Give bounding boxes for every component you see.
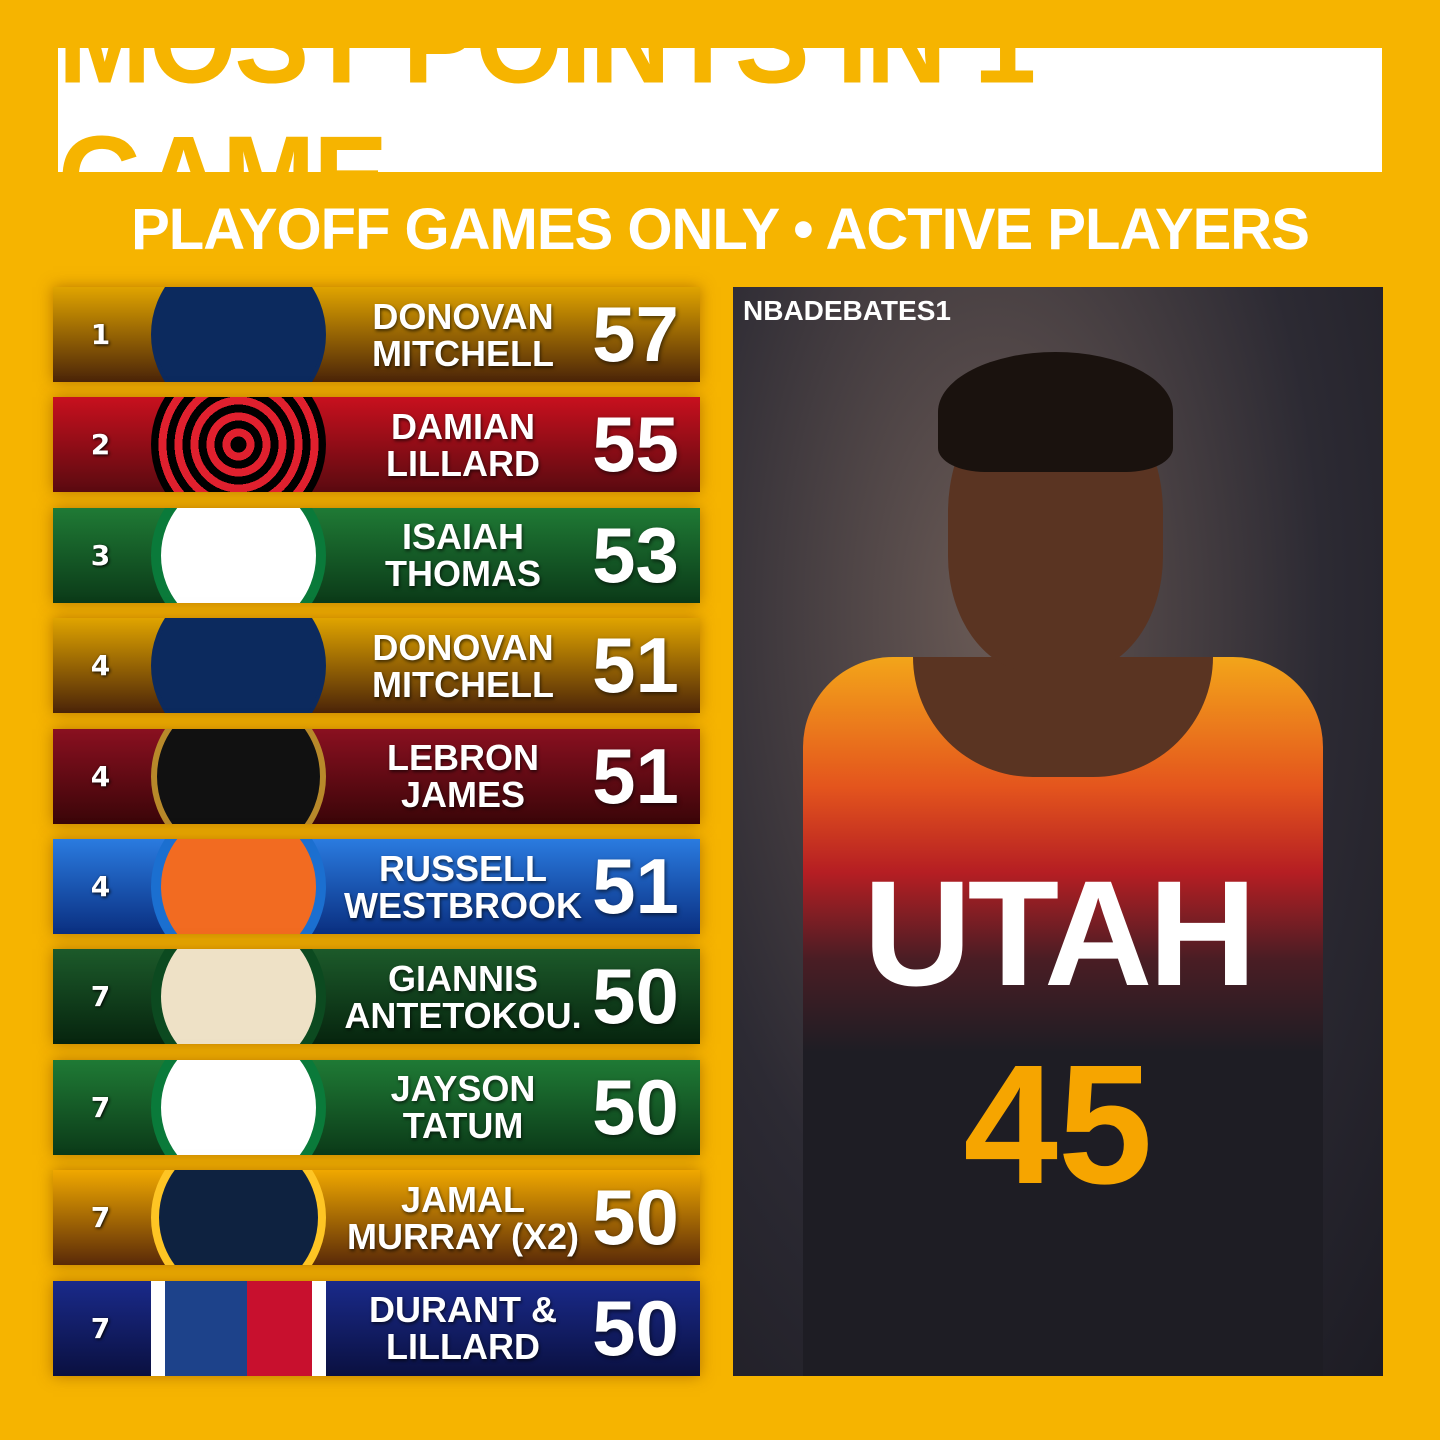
jazz-logo-icon (151, 618, 326, 714)
points: 51 (592, 621, 679, 710)
player-name-line2: JAMES (400, 774, 526, 816)
points: 55 (592, 400, 679, 489)
jazz-logo-icon (151, 287, 326, 382)
player-name-line1: DAMIAN (391, 405, 535, 447)
rank: 7 (90, 1201, 111, 1235)
player-name-line2: TATUM (402, 1105, 524, 1147)
subtitle: PLAYOFF GAMES ONLY • ACTIVE PLAYERS (131, 197, 1310, 262)
points: 51 (592, 842, 679, 930)
page-title: MOST POINTS IN 1 GAME (58, 0, 1036, 244)
rank: 4 (90, 870, 111, 903)
rank: 4 (90, 759, 111, 793)
ranking-row: 4 DONOVAN MITCHELL 51 (53, 618, 700, 714)
ranking-row: 7 GIANNIS ANTETOKOU. 50 (53, 949, 700, 1045)
ranking-row: 4 RUSSELL WESTBROOK 51 (53, 839, 700, 934)
player-name: DONOVAN MITCHELL (343, 629, 583, 703)
player-name-line2: LILLARD (386, 1326, 540, 1368)
rank: 4 (90, 649, 111, 683)
ranking-row: 3 ISAIAH THOMAS 53 (53, 507, 700, 603)
player-name: JAMAL MURRAY (X2) (343, 1181, 583, 1255)
player-name: JAYSON TATUM (343, 1070, 583, 1144)
player-name-line1: DONOVAN (372, 626, 554, 668)
player-name-line2: ANTETOKOU. (344, 994, 582, 1036)
points: 51 (592, 731, 679, 820)
rank: 1 (90, 318, 111, 351)
player-name: DAMIAN LILLARD (343, 408, 583, 482)
nba-logo-icon (151, 1280, 326, 1376)
player-photo: UTAH 45 NBADEBATES1 (733, 287, 1383, 1376)
rank: 7 (90, 980, 111, 1014)
points: 50 (592, 952, 679, 1041)
player-name-line2: THOMAS (385, 553, 541, 595)
points: 53 (592, 510, 679, 599)
player-name: LEBRON JAMES (343, 739, 583, 813)
watermark: NBADEBATES1 (743, 295, 951, 326)
player-name-line2: MURRAY (X2) (346, 1215, 580, 1257)
nuggets-logo-icon (151, 1170, 326, 1266)
rank: 7 (90, 1090, 111, 1124)
ranking-row: 7 JAYSON TATUM 50 (53, 1059, 700, 1155)
jersey-text: UTAH (863, 849, 1256, 1017)
celtics-logo-icon (151, 507, 326, 603)
player-name-line1: GIANNIS (387, 957, 538, 999)
ranking-row: 2 DAMIAN LILLARD 55 (53, 397, 700, 493)
player-name-line2: WESTBROOK (344, 884, 582, 926)
points: 50 (592, 1173, 679, 1262)
points: 50 (592, 1062, 679, 1151)
player-hair (938, 352, 1173, 472)
blazers-logo-icon (151, 397, 326, 493)
rank: 2 (90, 428, 111, 462)
ranking-row: 4 LEBRON JAMES 51 (53, 728, 700, 824)
title-box: MOST POINTS IN 1 GAME (58, 0, 1382, 243)
ranking-row: 7 DURANT & LILLARD 50 (53, 1280, 700, 1376)
points: 50 (592, 1283, 679, 1372)
player-name: DONOVAN MITCHELL (343, 298, 583, 372)
player-name: DURANT & LILLARD (343, 1291, 583, 1365)
player-name-line1: RUSSELL (378, 847, 547, 889)
ranking-row: 1 DONOVAN MITCHELL 57 (53, 287, 700, 382)
cavaliers-logo-icon (151, 728, 326, 824)
player-name: RUSSELL WESTBROOK (343, 850, 583, 924)
player-name: GIANNIS ANTETOKOU. (343, 960, 583, 1034)
player-name-line2: MITCHELL (372, 332, 554, 374)
points: 57 (592, 290, 679, 378)
celtics-logo-icon (151, 1059, 326, 1155)
jersey-number: 45 (963, 1030, 1153, 1220)
player-name-line1: DURANT & (369, 1289, 557, 1331)
player-name-line2: MITCHELL (372, 663, 554, 705)
player-name: ISAIAH THOMAS (343, 518, 583, 592)
thunder-logo-icon (151, 839, 326, 934)
player-name-line1: JAMAL (401, 1178, 525, 1220)
player-name-line2: LILLARD (386, 442, 540, 484)
player-name-line1: JAYSON (390, 1068, 536, 1110)
bucks-logo-icon (151, 949, 326, 1045)
rank: 7 (90, 1311, 111, 1345)
player-name-line1: LEBRON (387, 737, 539, 779)
ranking-row: 7 JAMAL MURRAY (X2) 50 (53, 1170, 700, 1266)
player-name-line1: ISAIAH (401, 516, 524, 558)
rank: 3 (90, 538, 111, 572)
player-name-line1: DONOVAN (372, 295, 554, 337)
